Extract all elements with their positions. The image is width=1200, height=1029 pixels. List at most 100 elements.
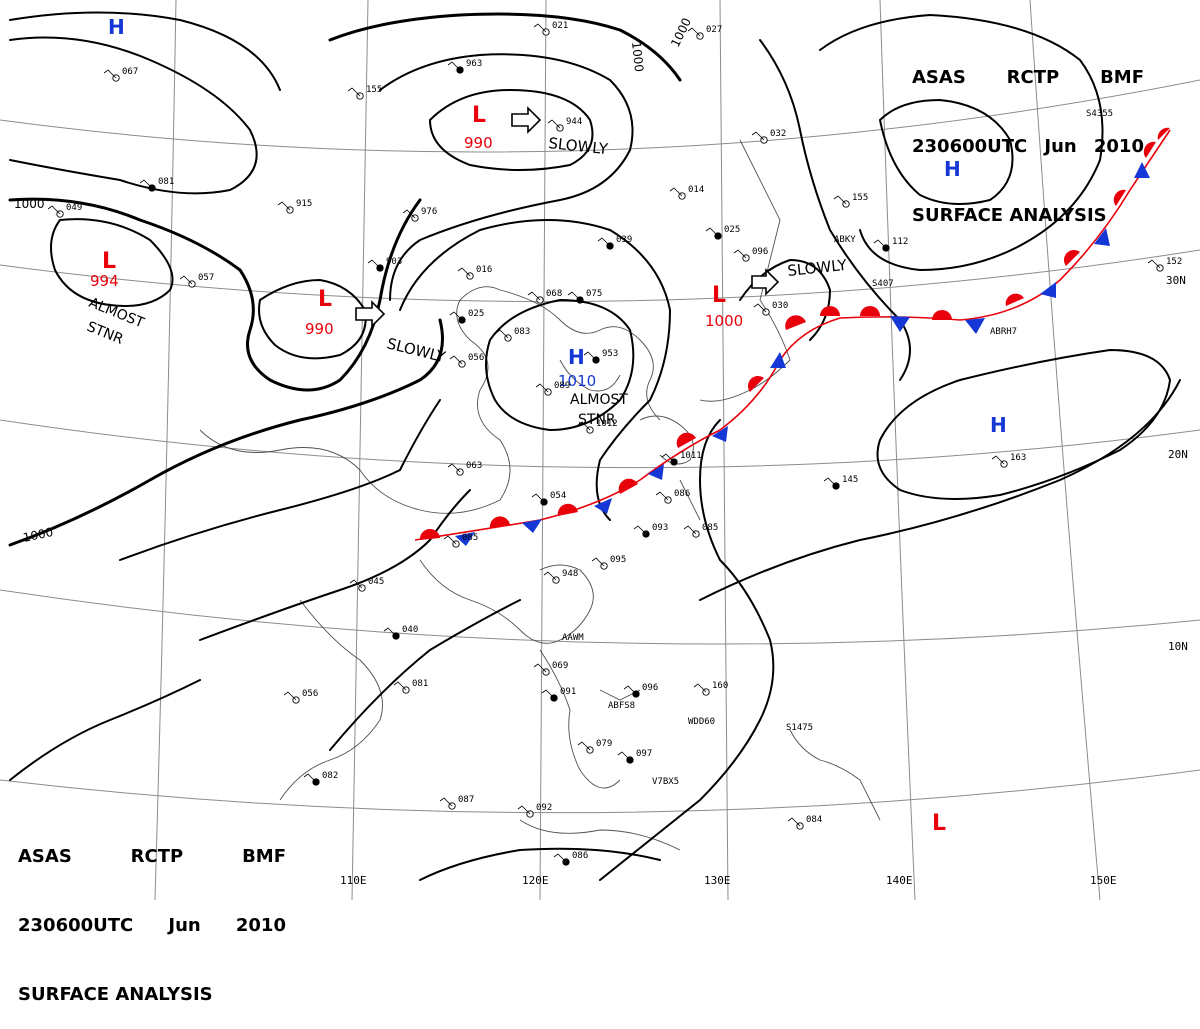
station-pressure-value: 093 <box>652 523 668 533</box>
station-pressure-value: 953 <box>602 349 618 359</box>
station-pressure-value: 067 <box>122 67 138 77</box>
meridian-100e <box>154 0 177 900</box>
warm-mark <box>1113 189 1126 206</box>
warm-mark <box>860 306 880 316</box>
station-pressure-value: 056 <box>468 353 484 363</box>
wind-barb <box>347 87 361 97</box>
cold-mark <box>648 464 664 480</box>
wind-barb <box>753 303 767 313</box>
header-time: 230600UTC <box>912 136 1028 157</box>
wind-barb <box>787 817 801 827</box>
lon-label: 150E <box>1090 874 1117 887</box>
cold-mark <box>522 519 542 533</box>
wind-barb <box>733 249 747 259</box>
station-pressure-value: 084 <box>806 815 822 825</box>
wind-barb <box>443 535 457 545</box>
warm-mark <box>676 432 696 448</box>
coast-indochina <box>419 559 594 644</box>
wind-barb <box>277 201 291 211</box>
station-pressure-value: 1011 <box>680 451 702 461</box>
wind-barb <box>873 239 887 249</box>
station-pressure-value: 014 <box>688 185 704 195</box>
lat-label: 30N <box>1166 274 1186 287</box>
wind-barb <box>179 275 193 285</box>
header-month: Jun <box>168 915 201 936</box>
station-pressure-value: 085 <box>702 523 718 533</box>
lon-label: 120E <box>522 874 549 887</box>
isobar <box>9 679 201 781</box>
station-pressure-value: 057 <box>198 273 214 283</box>
warm-mark <box>618 478 638 494</box>
warm-mark <box>489 516 510 528</box>
header-product: ASAS <box>18 846 72 867</box>
isobar-high-northeast <box>878 98 1014 205</box>
high-letter: H <box>944 157 961 181</box>
cold-mark <box>594 498 612 514</box>
station-pressure-value: 087 <box>458 795 474 805</box>
wind-barb <box>591 557 605 567</box>
chart-header-top-right: ASAS RCTP BMF 230600UTC Jun 2010 SURFACE ANA… <box>912 20 1144 250</box>
high-letter: H <box>568 345 585 369</box>
low-letter: L <box>712 283 726 308</box>
isobar-low-990-north <box>428 88 594 171</box>
front-line <box>414 129 1171 541</box>
isobar <box>699 379 1181 601</box>
station-pressure-value: 049 <box>66 203 82 213</box>
meridian-140e <box>879 0 916 900</box>
cold-mark <box>712 426 728 442</box>
header-code: BMF <box>1100 67 1144 88</box>
lat-label: 20N <box>1168 448 1188 461</box>
header-month: Jun <box>1044 136 1077 157</box>
wind-barb <box>457 267 471 277</box>
station-pressure-value: 145 <box>842 475 858 485</box>
lat-label: 10N <box>1168 640 1188 653</box>
high-letter: H <box>108 15 125 39</box>
wind-barb <box>991 455 1005 465</box>
station-label: WDD60 <box>688 717 715 727</box>
motion-arrow-icon <box>751 268 780 296</box>
stationary-front <box>414 127 1171 546</box>
station-pressure-value: 069 <box>552 661 568 671</box>
coast-yellow-sea <box>559 359 621 392</box>
wind-barb <box>393 681 407 691</box>
warm-mark <box>419 528 440 540</box>
station-pressure-value: 112 <box>892 237 908 247</box>
parallel-10n <box>0 589 1200 645</box>
isobar-label: 1000 <box>22 525 55 545</box>
wind-barb <box>383 627 397 637</box>
wind-barb <box>527 291 541 301</box>
station-pressure-value: 081 <box>158 177 174 187</box>
cold-mark <box>1094 228 1110 246</box>
low-letter: L <box>932 811 946 836</box>
cold-mark <box>1040 282 1056 298</box>
coast-philippines <box>539 649 621 789</box>
parallel-20n <box>0 419 1200 469</box>
warm-mark <box>557 503 578 516</box>
isobar-1000-southwest <box>8 318 444 547</box>
high-value: 1010 <box>558 372 596 390</box>
isobar <box>329 599 521 751</box>
front-cold-marks <box>455 162 1150 546</box>
low-value: 994 <box>90 272 119 290</box>
station-pressure-value: 963 <box>466 59 482 69</box>
station-label: S407 <box>872 279 894 289</box>
wind-barb <box>705 227 719 237</box>
station-pressure-value: 096 <box>752 247 768 257</box>
low-letter: L <box>472 103 486 128</box>
station-pressure-value: 039 <box>616 235 632 245</box>
wind-barb <box>567 291 581 301</box>
coastlines <box>199 139 881 851</box>
station-pressure-value: 096 <box>642 683 658 693</box>
station-pressure-value: 056 <box>302 689 318 699</box>
station-pressure-value: 045 <box>368 577 384 587</box>
meridian-110e <box>351 0 369 900</box>
station-pressure-value: 083 <box>514 327 530 337</box>
motion-label: ALMOST <box>570 392 628 408</box>
station-label: AAWM <box>562 633 584 643</box>
wind-barb <box>533 23 547 33</box>
station-label: ABRH7 <box>990 327 1017 337</box>
station-label: ABFS8 <box>608 701 635 711</box>
motion-arrow-icon <box>511 106 542 134</box>
isobar <box>119 399 441 561</box>
header-time: 230600UTC <box>18 915 134 936</box>
